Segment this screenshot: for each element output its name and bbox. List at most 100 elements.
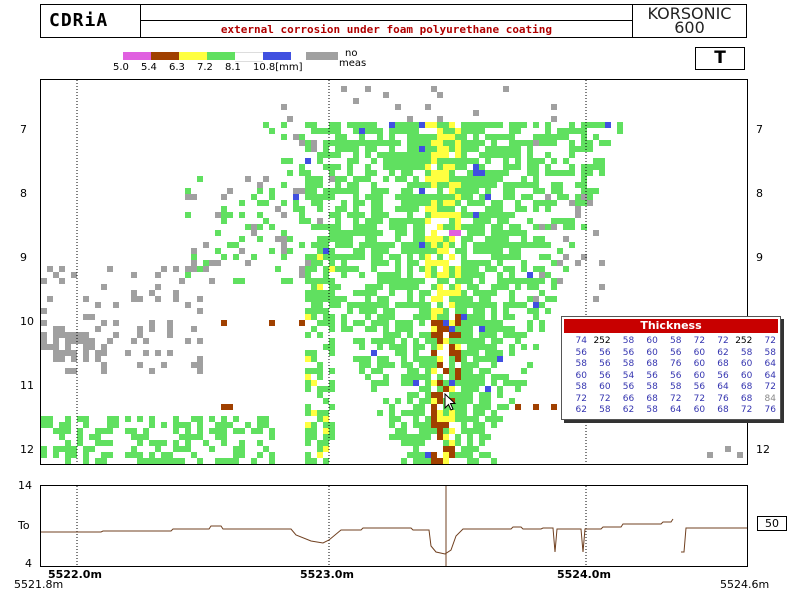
thickness-cell: 68 — [740, 382, 753, 392]
thickness-cell: 72 — [717, 336, 729, 346]
thickness-row: 74 252 58 60 58 72 72 252 72 — [566, 336, 776, 348]
legend-swatch-5 — [263, 52, 291, 60]
legend-no-meas-label-2: meas — [339, 58, 367, 69]
thickness-cell: 76 — [717, 393, 729, 404]
thickness-cell: 62 — [622, 405, 635, 415]
thickness-popup-title: Thickness — [564, 319, 778, 333]
thickness-cell: 56 — [575, 347, 587, 358]
y-tick-l-8: 8 — [20, 187, 27, 200]
device-name-line2: 600 — [674, 18, 705, 37]
thickness-cell: 60 — [693, 370, 706, 381]
corrosion-map[interactable] — [40, 79, 748, 465]
thickness-cell: 56 — [670, 370, 682, 381]
thickness-cell: 58 — [670, 336, 682, 346]
thickness-cell: 72 — [670, 393, 682, 404]
thickness-cell: 62 — [575, 405, 587, 415]
thickness-cell: 64 — [764, 370, 776, 381]
mouse-cursor-icon — [444, 393, 457, 411]
y-tick-l-7: 7 — [20, 123, 27, 136]
thickness-cell: 68 — [646, 393, 658, 404]
thickness-row: 58 56 58 68 76 60 68 60 64 — [566, 359, 776, 371]
thickness-cell: 252 — [735, 336, 753, 346]
thickness-cell: 60 — [740, 359, 753, 369]
legend-swatch-1 — [151, 52, 179, 60]
thickness-row: 60 56 54 56 56 60 56 60 64 — [566, 371, 776, 383]
thickness-cell: 66 — [622, 393, 635, 404]
legend-label-3: 7.2 — [197, 62, 213, 73]
y-tick-l-9: 9 — [20, 251, 27, 264]
thickness-cell: 60 — [575, 370, 587, 381]
y-tick-l-11: 11 — [20, 379, 34, 392]
thickness-cell: 64 — [717, 382, 729, 392]
thickness-cell: 76 — [764, 405, 776, 415]
legend-label-1: 5.4 — [141, 62, 157, 73]
thickness-cell: 60 — [693, 347, 706, 358]
thickness-cell: 252 — [593, 336, 611, 346]
x-axis-start-label: 5521.8m — [14, 578, 64, 591]
thickness-cell: 56 — [717, 370, 729, 381]
thickness-cell: 76 — [670, 359, 682, 369]
thickness-cell: 56 — [693, 382, 706, 392]
y-tick-r-12: 12 — [756, 443, 770, 456]
thickness-cell: 72 — [693, 393, 706, 404]
thickness-cell: 56 — [622, 347, 635, 358]
thickness-cell: 56 — [599, 347, 611, 358]
y-tick-r-9: 9 — [756, 251, 763, 264]
thickness-cell: 62 — [717, 347, 729, 358]
app-logo: CDRiA — [41, 5, 141, 37]
thickness-cell: 56 — [622, 382, 635, 392]
thickness-cell: 56 — [599, 359, 611, 369]
thickness-cell: 58 — [575, 382, 587, 392]
mode-toggle-button[interactable]: T — [695, 47, 745, 70]
thickness-cell: 72 — [764, 336, 776, 346]
thickness-cell: 60 — [740, 370, 753, 381]
y-tick-r-7: 7 — [756, 123, 763, 136]
legend-swatch-3 — [207, 52, 235, 60]
legend-swatch-2 — [179, 52, 207, 60]
y-tick-r-8: 8 — [756, 187, 763, 200]
device-name: KORSONIC 600 — [632, 5, 746, 37]
thickness-cell: 58 — [764, 347, 776, 358]
thickness-cell: 58 — [599, 405, 611, 415]
thickness-cell: 58 — [670, 382, 682, 392]
thickness-row: 58 60 56 58 58 56 64 68 72 — [566, 382, 776, 394]
x-axis-end-label: 5524.6m — [720, 578, 770, 591]
scan-title: external corrosion under foam polyuretha… — [220, 23, 553, 36]
y-tick-l-12: 12 — [20, 443, 34, 456]
thickness-cell: 58 — [646, 405, 658, 415]
title-empty-cell — [141, 5, 632, 21]
thickness-row: 56 56 56 60 56 60 62 58 58 — [566, 348, 776, 360]
thickness-profile-plot[interactable] — [40, 485, 748, 567]
legend-label-4: 8.1 — [225, 62, 241, 73]
thickness-grid: 74 252 58 60 58 72 72 252 72 56 56 56 60 56 60 62 58 58 58… — [562, 335, 780, 418]
thickness-cell: 58 — [622, 336, 635, 346]
device-name-line1: KORSONIC — [647, 4, 732, 23]
header-bar: CDRiA external corrosion under foam poly… — [40, 4, 747, 38]
profile-line — [41, 518, 674, 555]
thickness-cell: 64 — [764, 359, 776, 369]
thickness-popup[interactable]: Thickness 74 252 58 60 58 72 72 252 72 56 56 56 60 56… — [561, 316, 781, 420]
thickness-row: 72 72 66 68 72 72 76 68 84 — [566, 394, 776, 406]
thickness-cell: 56 — [670, 347, 682, 358]
legend-label-0: 5.0 — [113, 62, 129, 73]
thickness-cell: 74 — [575, 336, 587, 346]
profile-value-box: 50 — [757, 516, 787, 531]
profile-line-tail — [681, 527, 747, 553]
thickness-cell: 72 — [575, 393, 587, 404]
thickness-cell: 58 — [740, 347, 753, 358]
thickness-cell: 60 — [693, 359, 706, 369]
profile-nominal-label: To — [18, 519, 30, 532]
thickness-cell: 60 — [646, 336, 658, 346]
legend-label-5: 10.8[mm] — [253, 62, 303, 73]
thickness-cell: 84 — [764, 393, 776, 404]
x-axis-label-5522: 5522.0m — [48, 568, 102, 581]
thickness-cell: 58 — [646, 382, 658, 392]
thickness-cell: 60 — [693, 405, 706, 415]
thickness-cell: 64 — [670, 405, 682, 415]
thickness-cell: 68 — [717, 405, 729, 415]
legend-no-meas-swatch — [306, 52, 338, 60]
legend-label-2: 6.3 — [169, 62, 185, 73]
thickness-cell: 68 — [717, 359, 729, 369]
thickness-cell: 60 — [646, 347, 658, 358]
legend-no-meas-label-1: no — [345, 48, 358, 59]
